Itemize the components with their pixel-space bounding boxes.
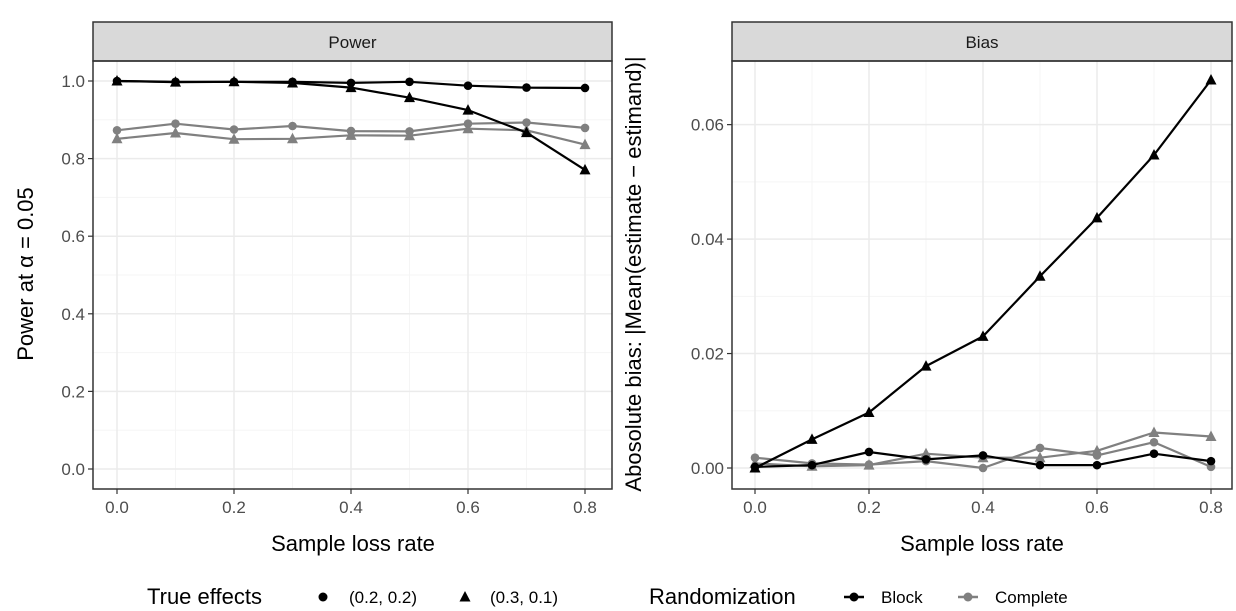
bias-point-block-triangle <box>863 406 875 417</box>
legend-effects-title: True effects <box>147 584 262 609</box>
power-y-tick-label: 0.0 <box>61 460 85 479</box>
legend-circle-key <box>318 592 328 602</box>
bias-point-block-triangle <box>1091 211 1103 223</box>
legend-randomization-item-2: Complete <box>995 588 1068 607</box>
power-point-block-circle <box>463 81 473 90</box>
power-x-tick-label: 0.6 <box>456 498 480 517</box>
legend-randomization-title: Randomization <box>649 584 796 609</box>
bias-point-block-circle <box>1149 449 1159 458</box>
bias-point-complete-circle <box>1035 443 1045 453</box>
power-point-complete-triangle <box>228 133 240 144</box>
legend-randomization-item-1: Block <box>881 588 923 607</box>
panel-power: Power 0.0 0.2 0.4 0.6 0.8 1.0 0.0 0.2 0.4 0.6 0.8 <box>61 21 613 517</box>
bias-x-tick-label: 0.6 <box>1085 498 1109 517</box>
bias-point-complete-triangle <box>1034 451 1046 463</box>
bias-y-tick-label: 0.04 <box>691 230 724 249</box>
power-point-complete-triangle <box>287 132 298 144</box>
power-y-tick-label: 1.0 <box>61 72 85 91</box>
power-point-block-triangle <box>345 81 357 93</box>
power-point-complete-triangle <box>170 126 181 138</box>
bias-point-complete-triangle <box>1091 444 1103 456</box>
bias-point-block-circle <box>921 455 931 464</box>
bias-panel-border <box>731 60 1233 490</box>
bias-point-block-circle <box>1035 460 1045 470</box>
power-x-axis-title: Sample loss rate <box>271 531 435 556</box>
power-point-block-circle <box>522 83 531 92</box>
bias-x-tick-label: 0.8 <box>1199 498 1223 517</box>
bias-point-complete-triangle <box>920 447 932 459</box>
power-point-block-triangle <box>521 126 532 138</box>
power-point-block-triangle <box>228 75 240 87</box>
bias-point-block-triangle <box>977 330 989 341</box>
power-strip-title: Power <box>328 33 377 52</box>
power-point-complete-circle <box>288 121 297 131</box>
bias-point-complete-triangle <box>863 459 875 470</box>
bias-x-tick-label: 0.2 <box>857 498 881 517</box>
power-x-tick-label: 0.0 <box>105 498 129 517</box>
bias-point-complete-circle <box>978 463 988 473</box>
power-point-complete-circle <box>522 118 531 127</box>
bias-y-axis-title: Abosolute bias: |Mean(estimate − estiman… <box>621 56 646 491</box>
bias-strip <box>731 21 1233 62</box>
legend-block-point <box>849 592 859 602</box>
power-point-complete-triangle <box>345 129 357 140</box>
bias-point-block-triangle <box>920 360 932 371</box>
power-point-complete-circle <box>171 119 180 128</box>
power-x-tick-label: 0.8 <box>573 498 597 517</box>
bias-point-block-circle <box>1206 456 1216 466</box>
bias-point-complete-triangle <box>1205 430 1217 442</box>
power-panel-border <box>92 60 613 490</box>
power-point-block-circle <box>580 83 590 93</box>
bias-plot-background <box>732 61 1232 489</box>
power-point-complete-triangle <box>404 129 415 141</box>
power-point-complete-circle <box>229 125 239 134</box>
bias-point-block-triangle <box>1205 74 1217 85</box>
power-y-tick-label: 0.2 <box>61 382 85 401</box>
bias-point-block-triangle <box>806 433 818 444</box>
power-point-complete-triangle <box>579 138 591 150</box>
power-point-block-triangle <box>462 104 474 115</box>
power-y-axis-title: Power at α = 0.05 <box>13 187 38 361</box>
legend: True effects (0.2, 0.2) (0.3, 0.1) Rando… <box>147 584 1068 609</box>
bias-point-complete-triangle <box>1148 426 1160 438</box>
bias-x-axis-title: Sample loss rate <box>900 531 1064 556</box>
bias-point-block-triangle <box>1148 148 1160 160</box>
power-point-block-triangle <box>170 76 181 87</box>
power-strip <box>92 21 613 62</box>
power-point-block-triangle <box>404 91 415 103</box>
power-y-tick-label: 0.4 <box>61 305 85 324</box>
power-point-complete-triangle <box>462 122 474 134</box>
power-point-complete-circle <box>580 123 590 133</box>
bias-point-block-circle <box>864 447 874 457</box>
power-point-block-triangle <box>579 163 591 175</box>
bias-point-block-circle <box>1092 460 1102 470</box>
bias-x-tick-label: 0.4 <box>971 498 995 517</box>
legend-triangle-key <box>459 591 471 602</box>
power-point-complete-triangle <box>111 132 123 144</box>
power-point-complete-circle <box>112 125 122 135</box>
bias-point-block-circle <box>978 451 988 460</box>
bias-y-tick-label: 0.00 <box>691 459 724 478</box>
bias-point-block-circle <box>807 460 817 470</box>
power-y-tick-label: 0.8 <box>61 150 85 169</box>
bias-point-complete-circle <box>1149 437 1159 447</box>
power-point-block-triangle <box>287 76 298 88</box>
legend-complete-point <box>963 592 973 602</box>
power-x-tick-label: 0.4 <box>339 498 363 517</box>
bias-y-tick-label: 0.06 <box>691 116 724 135</box>
panel-bias: Bias 0.00 0.02 0.04 0.06 0.0 0.2 0.4 0.6 0.8 <box>691 21 1233 517</box>
bias-point-block-triangle <box>1034 270 1046 281</box>
bias-y-tick-label: 0.02 <box>691 345 724 364</box>
power-x-tick-label: 0.2 <box>222 498 246 517</box>
bias-point-block-triangle <box>749 462 761 473</box>
legend-effects-item-2: (0.3, 0.1) <box>490 588 558 607</box>
bias-strip-title: Bias <box>965 33 998 52</box>
power-point-block-triangle <box>111 75 123 86</box>
bias-x-tick-label: 0.0 <box>743 498 767 517</box>
power-point-block-circle <box>405 77 414 87</box>
legend-effects-item-1: (0.2, 0.2) <box>349 588 417 607</box>
power-y-tick-label: 0.6 <box>61 227 85 246</box>
